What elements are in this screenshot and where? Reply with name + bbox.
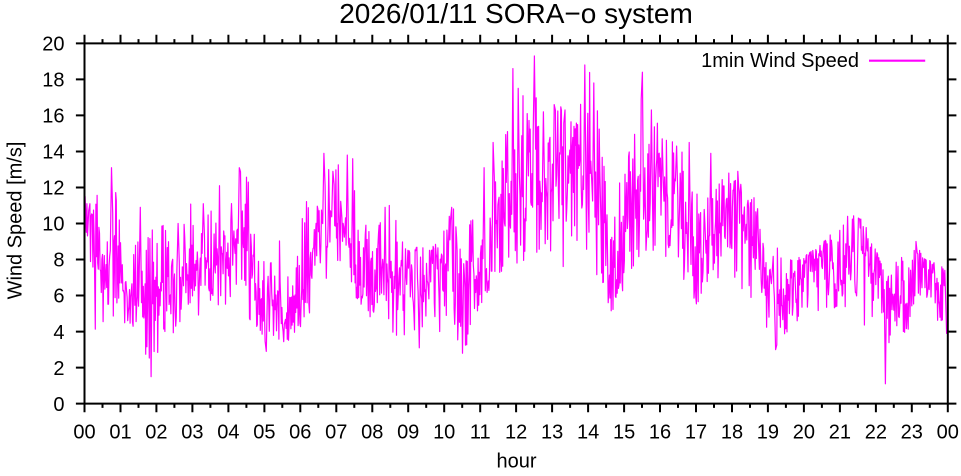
svg-text:1min Wind Speed: 1min Wind Speed bbox=[701, 50, 859, 72]
svg-text:12: 12 bbox=[42, 178, 64, 200]
svg-text:14: 14 bbox=[42, 142, 64, 164]
svg-text:17: 17 bbox=[685, 422, 707, 444]
svg-text:04: 04 bbox=[217, 422, 239, 444]
svg-text:hour: hour bbox=[496, 451, 536, 472]
svg-text:20: 20 bbox=[42, 34, 64, 56]
svg-text:0: 0 bbox=[53, 394, 64, 416]
svg-text:2026/01/11 SORA−o system: 2026/01/11 SORA−o system bbox=[339, 0, 693, 29]
svg-text:19: 19 bbox=[757, 422, 779, 444]
svg-text:10: 10 bbox=[42, 214, 64, 236]
svg-text:09: 09 bbox=[397, 422, 419, 444]
svg-text:Wind Speed [m/s]: Wind Speed [m/s] bbox=[5, 142, 27, 300]
svg-text:02: 02 bbox=[145, 422, 167, 444]
svg-text:2: 2 bbox=[53, 358, 64, 380]
svg-text:8: 8 bbox=[53, 250, 64, 272]
svg-text:06: 06 bbox=[289, 422, 311, 444]
svg-text:16: 16 bbox=[42, 106, 64, 128]
svg-text:16: 16 bbox=[649, 422, 671, 444]
svg-text:18: 18 bbox=[721, 422, 743, 444]
svg-text:03: 03 bbox=[181, 422, 203, 444]
svg-text:6: 6 bbox=[53, 286, 64, 308]
svg-text:18: 18 bbox=[42, 70, 64, 92]
svg-text:15: 15 bbox=[613, 422, 635, 444]
svg-text:14: 14 bbox=[577, 422, 599, 444]
svg-text:00: 00 bbox=[73, 422, 95, 444]
svg-text:20: 20 bbox=[793, 422, 815, 444]
svg-text:07: 07 bbox=[325, 422, 347, 444]
svg-text:01: 01 bbox=[109, 422, 131, 444]
svg-text:05: 05 bbox=[253, 422, 275, 444]
svg-text:11: 11 bbox=[470, 422, 491, 444]
svg-text:10: 10 bbox=[433, 422, 455, 444]
svg-text:08: 08 bbox=[361, 422, 383, 444]
svg-text:00: 00 bbox=[937, 422, 959, 444]
svg-text:22: 22 bbox=[865, 422, 887, 444]
svg-text:13: 13 bbox=[541, 422, 563, 444]
svg-text:21: 21 bbox=[829, 422, 851, 444]
svg-text:4: 4 bbox=[53, 322, 64, 344]
svg-text:12: 12 bbox=[505, 422, 527, 444]
svg-text:23: 23 bbox=[901, 422, 923, 444]
